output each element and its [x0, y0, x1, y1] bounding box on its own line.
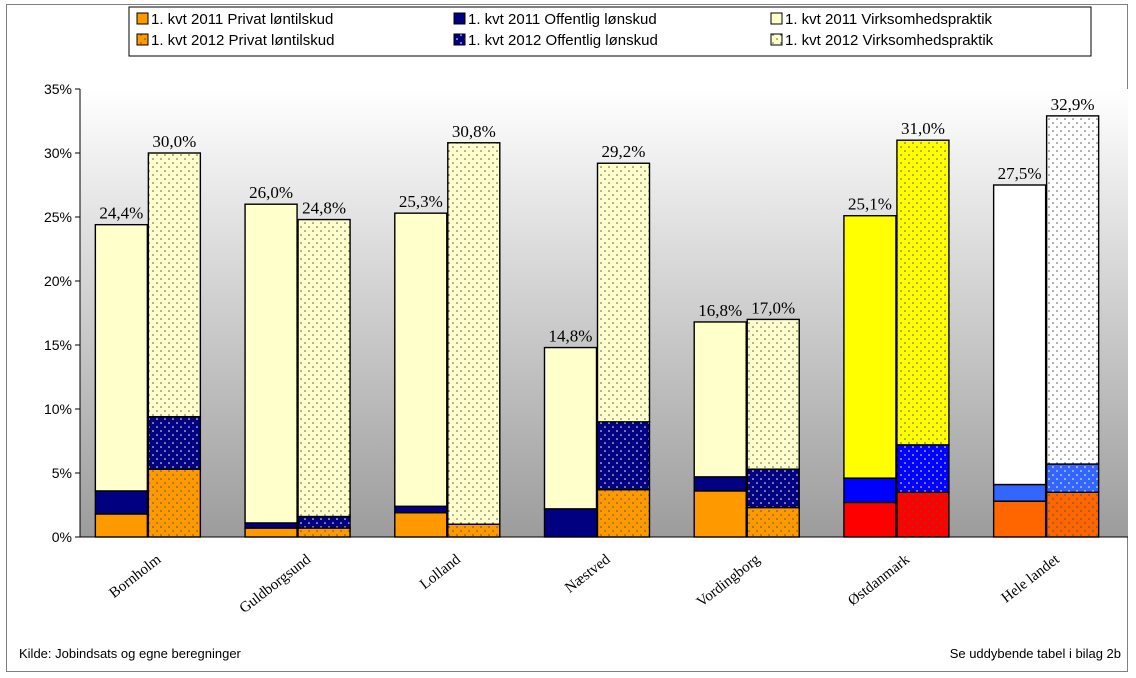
bar-segment-2012-privat	[746, 506, 800, 538]
bar-segment-2012-privat	[147, 468, 202, 538]
y-tick-label: 15%	[44, 337, 72, 353]
legend-entry: 1. kvt 2011 Privat løntilskud	[151, 11, 333, 28]
legend-swatch	[136, 12, 149, 25]
bar-segment-2011-virksomhed	[244, 203, 298, 524]
bar-segment-2011-privat	[244, 527, 298, 538]
bar-segment-2012-offentlig	[896, 444, 950, 493]
bar-segment-2011-offentlig	[843, 477, 897, 504]
bar-segment-2011-privat	[693, 490, 747, 538]
legend-entry: 1. kvt 2011 Virksomhedspraktik	[785, 11, 993, 28]
bar-segment-2011-offentlig	[543, 508, 598, 538]
bar-segment-2012-offentlig	[297, 515, 351, 529]
bar-segment-2011-offentlig	[94, 490, 149, 515]
legend-swatch	[453, 33, 466, 46]
stacked-bar-chart: 0% 5% 10% 15% 20% 25% 30% 35% 24,4% 30,0% Bornhol…	[44, 6, 1128, 617]
y-tick-label: 5%	[52, 465, 72, 481]
legend-entry: 1. kvt 2012 Offentlig lønskud	[468, 32, 658, 49]
y-tick-label: 0%	[52, 529, 72, 545]
bar-segment-2012-offentlig	[147, 415, 202, 470]
bar-segment-2012-virksomhed	[596, 162, 651, 423]
bar-segment-2012-privat	[447, 523, 501, 538]
bar-segment-2011-offentlig	[394, 505, 448, 514]
bar-segment-2012-offentlig	[596, 421, 651, 491]
total-label-2012: 17,0%	[751, 298, 795, 317]
category-label: Lolland	[417, 551, 464, 593]
bar-segment-2011-virksomhed	[992, 184, 1047, 486]
bar-segment-2011-virksomhed	[94, 223, 149, 492]
bar-segment-2012-virksomhed	[1045, 115, 1100, 465]
bar-segment-2012-virksomhed	[896, 139, 950, 446]
legend-entry: 1. kvt 2011 Offentlig lønskud	[468, 11, 657, 28]
legend-entry: 1. kvt 2012 Privat løntilskud	[151, 32, 334, 49]
total-label-2012: 29,2%	[602, 142, 646, 161]
bar-segment-2012-offentlig	[1045, 463, 1100, 493]
total-label-2012: 24,8%	[302, 199, 346, 218]
bar-segment-2011-virksomhed	[394, 212, 448, 507]
bar-segment-2012-privat	[297, 527, 351, 538]
category-label: Østdanmark	[845, 551, 913, 609]
bar-segment-2012-virksomhed	[147, 152, 202, 418]
total-label-2011: 27,5%	[998, 164, 1042, 183]
bar-segment-2011-offentlig	[693, 476, 747, 492]
legend-swatch	[453, 12, 466, 25]
legend-swatch	[770, 12, 783, 25]
total-label-2011: 26,0%	[249, 183, 293, 202]
total-label-2012: 32,9%	[1051, 95, 1095, 114]
bilag-note: Se uddybende tabel i bilag 2b	[949, 646, 1121, 661]
bar-segment-2011-offentlig	[244, 522, 298, 529]
y-tick-label: 30%	[44, 145, 72, 161]
total-label-2012: 31,0%	[901, 119, 945, 138]
total-label-2011: 16,8%	[698, 301, 742, 320]
source-note: Kilde: Jobindsats og egne beregninger	[19, 646, 241, 661]
bar-segment-2011-virksomhed	[843, 215, 897, 479]
category-label: Næstved	[562, 551, 614, 596]
bar-segment-2011-virksomhed	[543, 346, 598, 510]
bar-segment-2011-offentlig	[992, 483, 1047, 502]
legend-box	[128, 6, 1092, 57]
total-label-2012: 30,0%	[152, 132, 196, 151]
bar-segment-2011-privat	[843, 501, 897, 538]
total-label-2012: 30,8%	[452, 122, 496, 141]
bar-segment-2011-virksomhed	[693, 321, 747, 478]
bar-segment-2012-virksomhed	[447, 142, 501, 525]
category-label: Vordingborg	[694, 551, 764, 610]
total-label-2011: 14,8%	[549, 327, 593, 346]
bar-segment-2012-virksomhed	[297, 218, 351, 518]
bar-segment-2011-privat	[94, 513, 149, 538]
y-tick-label: 20%	[44, 273, 72, 289]
chart-frame: 0% 5% 10% 15% 20% 25% 30% 35% 24,4% 30,0% Bornhol…	[6, 4, 1128, 672]
category-label: Hele landet	[999, 551, 1064, 606]
bar-segment-2012-privat	[1045, 491, 1100, 538]
y-tick-label: 10%	[44, 401, 72, 417]
bar-segment-2011-privat	[394, 511, 448, 538]
bar-segment-2011-privat	[992, 500, 1047, 538]
y-tick-label: 35%	[44, 81, 72, 97]
total-label-2011: 25,1%	[848, 195, 892, 214]
legend-entry: 1. kvt 2012 Virksomhedspraktik	[785, 32, 994, 49]
total-label-2011: 24,4%	[99, 204, 143, 223]
legend-swatch	[136, 33, 149, 46]
total-label-2011: 25,3%	[399, 192, 443, 211]
legend-swatch	[770, 33, 783, 46]
bar-segment-2012-privat	[596, 488, 651, 538]
y-tick-label: 25%	[44, 209, 72, 225]
category-label: Bornholm	[107, 551, 165, 601]
bar-segment-2012-virksomhed	[746, 318, 800, 470]
category-label: Guldborgsund	[237, 551, 315, 617]
bar-segment-2012-privat	[896, 491, 950, 538]
bar-segment-2012-offentlig	[746, 468, 800, 509]
